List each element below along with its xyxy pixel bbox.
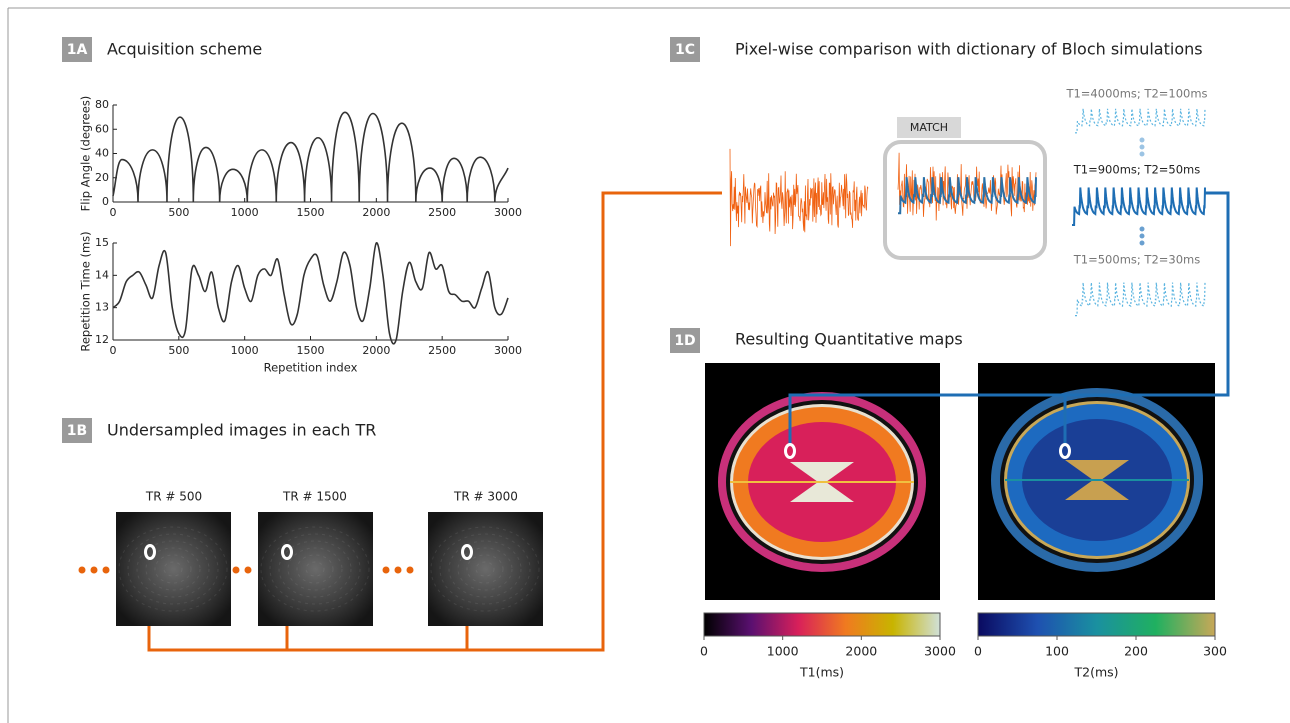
image-label: TR # 1500 bbox=[282, 490, 347, 504]
ellipsis-dot bbox=[245, 567, 252, 574]
ellipsis-dot bbox=[1140, 234, 1145, 239]
x-tick-label: 2500 bbox=[428, 344, 456, 357]
data-line bbox=[113, 243, 508, 344]
ellipsis-dot bbox=[233, 567, 240, 574]
ellipsis-dot bbox=[1140, 152, 1145, 157]
x-tick-label: 500 bbox=[168, 206, 189, 219]
noise-image bbox=[258, 512, 373, 626]
y-tick-label: 80 bbox=[95, 98, 109, 111]
simulated-signal bbox=[1075, 109, 1205, 133]
signals bbox=[730, 109, 1205, 316]
ellipsis-dot bbox=[103, 567, 110, 574]
x-tick-label: 1000 bbox=[231, 206, 259, 219]
x-tick-label: 3000 bbox=[494, 344, 522, 357]
simulated-signal bbox=[1075, 283, 1205, 316]
figure: 1A Acquisition scheme 1B Undersampled im… bbox=[0, 0, 1290, 723]
measured-signal bbox=[730, 149, 868, 246]
noise-image bbox=[116, 512, 231, 626]
x-tick-label: 1000 bbox=[231, 344, 259, 357]
colorbar-tick-label: 200 bbox=[1124, 644, 1148, 659]
colorbar bbox=[978, 613, 1215, 636]
dictionary-entry: T1=500ms; T2=30ms bbox=[1073, 253, 1200, 267]
x-axis-label: Repetition index bbox=[264, 361, 358, 375]
y-tick-label: 40 bbox=[95, 147, 109, 160]
image-label: TR # 3000 bbox=[453, 490, 518, 504]
panel-title: Acquisition scheme bbox=[107, 40, 262, 59]
ellipsis-dot bbox=[91, 567, 98, 574]
simulated-signal bbox=[1072, 188, 1205, 226]
dictionary-entry: T1=4000ms; T2=100ms bbox=[1065, 87, 1207, 101]
y-tick-label: 0 bbox=[102, 195, 109, 208]
y-tick-label: 12 bbox=[95, 333, 109, 346]
noise-image bbox=[428, 512, 543, 626]
colorbar-tick-label: 300 bbox=[1203, 644, 1227, 659]
tr-image: TR # 1500 bbox=[258, 490, 373, 627]
ellipsis-dot bbox=[1140, 241, 1145, 246]
image-label: TR # 500 bbox=[145, 490, 202, 504]
data-line bbox=[113, 112, 508, 202]
dictionary-entry: T1=900ms; T2=50ms bbox=[1073, 163, 1200, 177]
panel-tag: 1D bbox=[674, 333, 695, 349]
panel-title: Resulting Quantitative maps bbox=[735, 330, 963, 349]
y-tick-label: 13 bbox=[95, 301, 109, 314]
y-tick-label: 15 bbox=[95, 236, 109, 249]
ellipsis-dot bbox=[383, 567, 390, 574]
panel-title: Undersampled images in each TR bbox=[107, 421, 376, 440]
tr-image: TR # 3000 bbox=[428, 490, 543, 627]
x-tick-label: 0 bbox=[110, 206, 117, 219]
ellipsis-dot bbox=[407, 567, 414, 574]
x-tick-label: 1500 bbox=[297, 206, 325, 219]
ellipsis-dot bbox=[79, 567, 86, 574]
match-label: MATCH bbox=[910, 121, 948, 134]
x-tick-label: 2000 bbox=[362, 206, 390, 219]
colorbar-tick-label: 100 bbox=[1045, 644, 1069, 659]
panel-title: Pixel-wise comparison with dictionary of… bbox=[735, 40, 1203, 59]
panel-tag: 1A bbox=[67, 42, 88, 58]
ellipsis-dot bbox=[1140, 227, 1145, 232]
ellipsis-dot bbox=[395, 567, 402, 574]
colorbar-label: T2(ms) bbox=[1073, 665, 1118, 680]
colorbar-tick-label: 0 bbox=[700, 644, 708, 659]
t1-brain bbox=[718, 392, 926, 572]
y-tick-label: 60 bbox=[95, 122, 109, 135]
t2-brain bbox=[991, 388, 1203, 572]
y-axis-label: Flip Angle (degrees) bbox=[79, 96, 93, 212]
tr-image: TR # 500 bbox=[116, 490, 231, 627]
ellipsis-dot bbox=[1140, 138, 1145, 143]
colorbar-tick-label: 0 bbox=[974, 644, 982, 659]
y-axis-label: Repetition Time (ms) bbox=[79, 231, 93, 351]
panel-tag: 1C bbox=[675, 42, 695, 58]
colorbar bbox=[704, 613, 940, 636]
colorbar-tick-label: 3000 bbox=[924, 644, 956, 659]
x-tick-label: 2000 bbox=[362, 344, 390, 357]
x-tick-label: 1500 bbox=[297, 344, 325, 357]
colorbar-tick-label: 2000 bbox=[845, 644, 877, 659]
colorbar-tick-label: 1000 bbox=[767, 644, 799, 659]
x-tick-label: 0 bbox=[110, 344, 117, 357]
y-tick-label: 20 bbox=[95, 171, 109, 184]
colorbar-label: T1(ms) bbox=[799, 665, 844, 680]
x-tick-label: 2500 bbox=[428, 206, 456, 219]
y-tick-label: 14 bbox=[95, 268, 109, 281]
x-tick-label: 3000 bbox=[494, 206, 522, 219]
panel-tag: 1B bbox=[67, 423, 87, 439]
ellipsis-dot bbox=[1140, 145, 1145, 150]
x-tick-label: 500 bbox=[168, 344, 189, 357]
